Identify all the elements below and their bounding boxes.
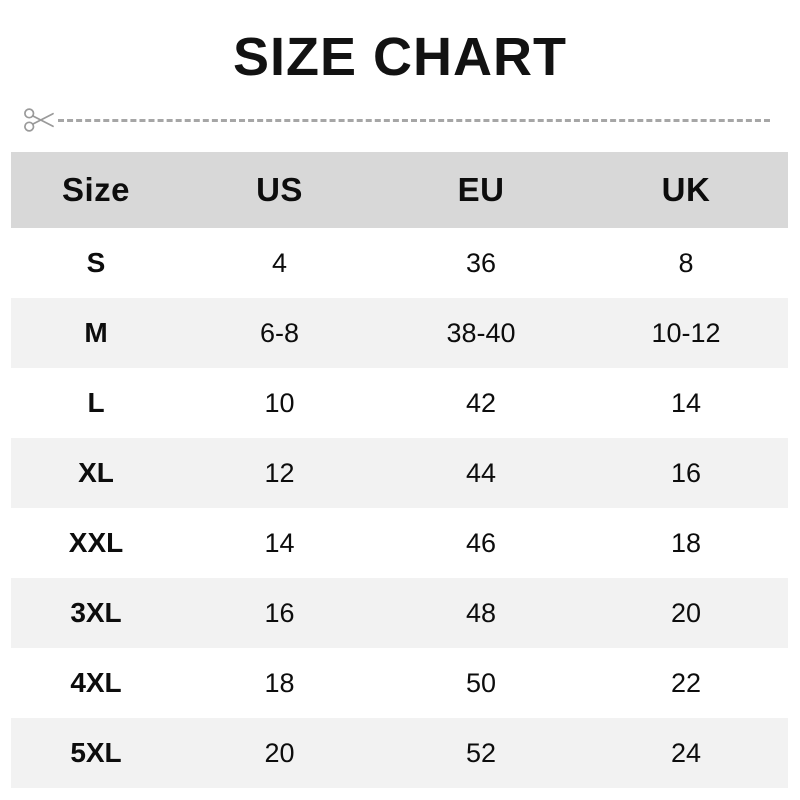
cell-us: 10 <box>264 387 295 418</box>
column-header-eu: EU <box>378 152 584 228</box>
cell-size: M <box>84 317 108 348</box>
cell-size: 3XL <box>70 597 122 628</box>
table-row: S 4 36 8 <box>11 228 788 298</box>
cell-eu: 36 <box>465 247 497 278</box>
table-row: L 10 42 14 <box>11 368 788 438</box>
cell-us: 16 <box>264 597 295 628</box>
cell-uk: 10-12 <box>651 317 721 348</box>
cell-us: 6-8 <box>259 317 300 348</box>
cell-uk: 14 <box>670 387 702 418</box>
column-header-uk: UK <box>584 152 788 228</box>
cell-size: S <box>86 247 106 278</box>
cell-us: 12 <box>264 457 295 488</box>
size-chart-table: Size US EU UK S 4 36 8 M 6-8 38-40 10-12… <box>11 152 788 788</box>
dashed-cut-line <box>58 118 770 122</box>
cell-eu: 48 <box>465 597 497 628</box>
table-header-row: Size US EU UK <box>11 152 788 228</box>
scissors-icon <box>22 105 56 135</box>
cell-uk: 22 <box>670 667 702 698</box>
table-row: XL 12 44 16 <box>11 438 788 508</box>
cell-uk: 20 <box>670 597 702 628</box>
cell-eu: 38-40 <box>446 317 516 348</box>
table-row: M 6-8 38-40 10-12 <box>11 298 788 368</box>
page-title: SIZE CHART <box>233 27 567 87</box>
cell-eu: 42 <box>465 387 497 418</box>
cell-eu: 46 <box>465 527 497 558</box>
cell-eu: 44 <box>465 457 497 488</box>
cell-us: 20 <box>264 737 295 768</box>
cell-eu: 50 <box>465 667 497 698</box>
cell-us: 18 <box>264 667 295 698</box>
cell-uk: 18 <box>670 527 702 558</box>
cell-size: XL <box>78 457 114 488</box>
table-row: XXL 14 46 18 <box>11 508 788 578</box>
cut-here-line <box>22 103 778 137</box>
cell-us: 4 <box>271 247 288 278</box>
table-row: 5XL 20 52 24 <box>11 718 788 788</box>
cell-size: XXL <box>68 527 124 558</box>
column-header-us: US <box>181 152 378 228</box>
cell-size: 5XL <box>70 737 122 768</box>
table-row: 3XL 16 48 20 <box>11 578 788 648</box>
cell-uk: 8 <box>678 247 694 278</box>
cell-us: 14 <box>264 527 295 558</box>
cell-size: L <box>87 387 105 418</box>
cell-size: 4XL <box>70 667 122 698</box>
column-header-size: Size <box>11 152 181 228</box>
cell-uk: 24 <box>670 737 702 768</box>
cell-uk: 16 <box>670 457 702 488</box>
table-row: 4XL 18 50 22 <box>11 648 788 718</box>
cell-eu: 52 <box>465 737 497 768</box>
